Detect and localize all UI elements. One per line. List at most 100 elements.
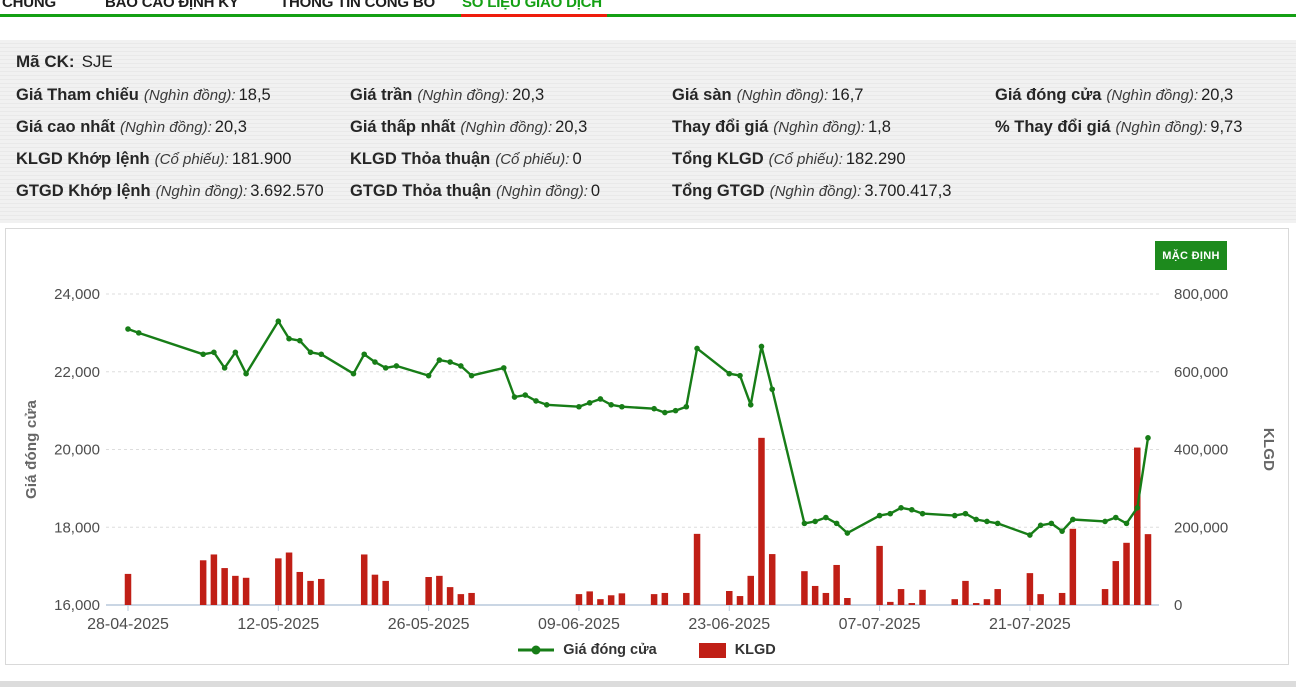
stat-unit: (Nghìn đồng): — [155, 183, 248, 200]
close-price-point — [125, 326, 131, 332]
volume-bar — [468, 592, 475, 605]
nav-item-2[interactable]: BÁO CÁO ĐỊNH KỲ — [105, 0, 239, 11]
volume-bar — [446, 587, 454, 605]
line-swatch-icon — [518, 645, 555, 655]
stat-value: 1,8 — [868, 118, 891, 136]
stat-cell: GTGD Khớp lệnh (Nghìn đồng): 3.692.570 — [16, 182, 324, 201]
stat-label: Giá cao nhất — [16, 118, 116, 136]
gridlines — [106, 293, 1159, 528]
close-price-series — [125, 318, 1151, 538]
close-price-point — [1102, 518, 1108, 525]
stat-value: 9,73 — [1210, 118, 1243, 136]
stat-cell: Tổng KLGD (Cổ phiếu): 182.290 — [672, 150, 906, 169]
close-price-point — [908, 506, 915, 513]
volume-bar — [425, 577, 432, 605]
stat-unit: (Nghìn đồng): — [417, 87, 510, 104]
y-left-axis-title: Giá đóng cửa — [23, 399, 40, 499]
close-price-point — [876, 512, 883, 519]
close-price-point — [286, 335, 292, 342]
nav-item-3[interactable]: THÔNG TIN CÔNG BỐ — [280, 0, 435, 11]
close-price-point — [1112, 514, 1119, 521]
close-price-point — [382, 365, 389, 371]
stat-label: Giá sàn — [672, 86, 732, 104]
stat-value: 20,3 — [512, 86, 545, 104]
stat-cell: Giá thấp nhất (Nghìn đồng): 20,3 — [350, 118, 587, 137]
volume-bar — [822, 592, 830, 605]
close-price-point — [200, 351, 206, 358]
volume-bar — [661, 592, 669, 605]
close-price-point — [243, 370, 249, 377]
close-price-point — [747, 401, 754, 408]
volume-bar — [908, 603, 916, 605]
y-right-tick-label: 800,000 — [1174, 286, 1228, 303]
default-button[interactable]: MẶC ĐỊNH — [1155, 241, 1227, 270]
stat-value: 18,5 — [238, 86, 271, 104]
ticker-value: SJE — [81, 52, 113, 71]
stat-unit: (Cổ phiếu): — [768, 151, 843, 168]
volume-bar — [275, 558, 282, 605]
stat-label: KLGD Thỏa thuận — [350, 150, 491, 168]
close-price-point — [361, 351, 368, 358]
stat-cell: Giá đóng cửa (Nghìn đồng): 20,3 — [995, 86, 1233, 105]
ticker-row: Mã CK: SJE — [16, 52, 113, 72]
stat-cell: Giá cao nhất (Nghìn đồng): 20,3 — [16, 118, 247, 137]
stat-unit: (Nghìn đồng): — [773, 119, 865, 136]
volume-bar — [232, 575, 239, 605]
close-price-point — [619, 403, 625, 410]
stat-unit: (Nghìn đồng): — [460, 119, 553, 136]
stat-value: 3.700.417,3 — [864, 182, 952, 200]
stat-label: KLGD Khớp lệnh — [16, 150, 150, 168]
nav-underline — [0, 14, 1296, 17]
stock-summary-panel: Mã CK: SJE Giá Tham chiếu (Nghìn đồng): 18,… — [0, 40, 1296, 223]
close-price-point — [533, 398, 539, 404]
stat-label: Giá đóng cửa — [995, 86, 1102, 104]
stat-value: 182.290 — [845, 150, 906, 168]
x-axis-tick-label: 26-05-2025 — [388, 616, 470, 633]
volume-bar — [1069, 528, 1077, 605]
close-price-point — [350, 370, 357, 377]
close-price-point — [597, 396, 604, 402]
volume-bar — [758, 437, 765, 605]
close-price-point — [135, 330, 142, 336]
volume-bar — [1134, 447, 1141, 605]
swatch-dot — [531, 645, 541, 655]
close-price-point — [833, 520, 840, 527]
close-price-point — [662, 409, 668, 416]
close-price-point — [576, 403, 582, 410]
close-price-point — [436, 357, 443, 363]
volume-bar — [693, 533, 701, 605]
stat-cell: GTGD Thỏa thuận (Nghìn đồng): 0 — [350, 182, 600, 201]
volume-bar — [1112, 561, 1120, 605]
stat-cell: KLGD Khớp lệnh (Cổ phiếu): 181.900 — [16, 150, 292, 169]
nav-item-4[interactable]: SỐ LIỆU GIAO DỊCH — [462, 0, 602, 11]
nav-item-1[interactable]: CHUNG — [2, 0, 56, 11]
close-price-point — [586, 400, 593, 406]
volume-bar — [887, 601, 894, 605]
top-navigation: CHUNG BÁO CÁO ĐỊNH KỲ THÔNG TIN CÔNG BỐ SỐ … — [0, 0, 1296, 17]
stat-cell: Giá Tham chiếu (Nghìn đồng): 18,5 — [16, 86, 271, 105]
x-axis-tick-label: 07-07-2025 — [839, 616, 921, 633]
volume-bar — [210, 554, 218, 605]
volume-bar — [318, 578, 325, 605]
close-price-point — [984, 518, 990, 525]
x-axis-tick-label: 28-04-2025 — [87, 616, 169, 633]
chart-legend: Giá đóng cửa KLGD — [6, 637, 1288, 663]
legend-item-volume[interactable]: KLGD — [698, 642, 776, 658]
stat-label: Giá thấp nhất — [350, 118, 456, 136]
stat-cell: Giá sàn (Nghìn đồng): 16,7 — [672, 86, 863, 105]
stat-unit: (Cổ phiếu): — [154, 151, 229, 168]
volume-bar — [951, 599, 958, 605]
stat-label: Giá Tham chiếu — [16, 86, 139, 104]
close-price-point — [1037, 522, 1044, 529]
volume-bar — [811, 585, 819, 605]
stat-unit: (Cổ phiếu): — [495, 151, 570, 168]
close-price-point — [726, 370, 733, 377]
y-right-tick-label: 200,000 — [1174, 519, 1228, 536]
close-price-point — [823, 514, 829, 521]
volume-bar — [607, 595, 615, 605]
close-price-point — [372, 359, 378, 365]
volume-bar — [307, 580, 314, 605]
legend-item-price[interactable]: Giá đóng cửa — [518, 642, 657, 658]
y-left-tick-label: 18,000 — [54, 519, 100, 536]
